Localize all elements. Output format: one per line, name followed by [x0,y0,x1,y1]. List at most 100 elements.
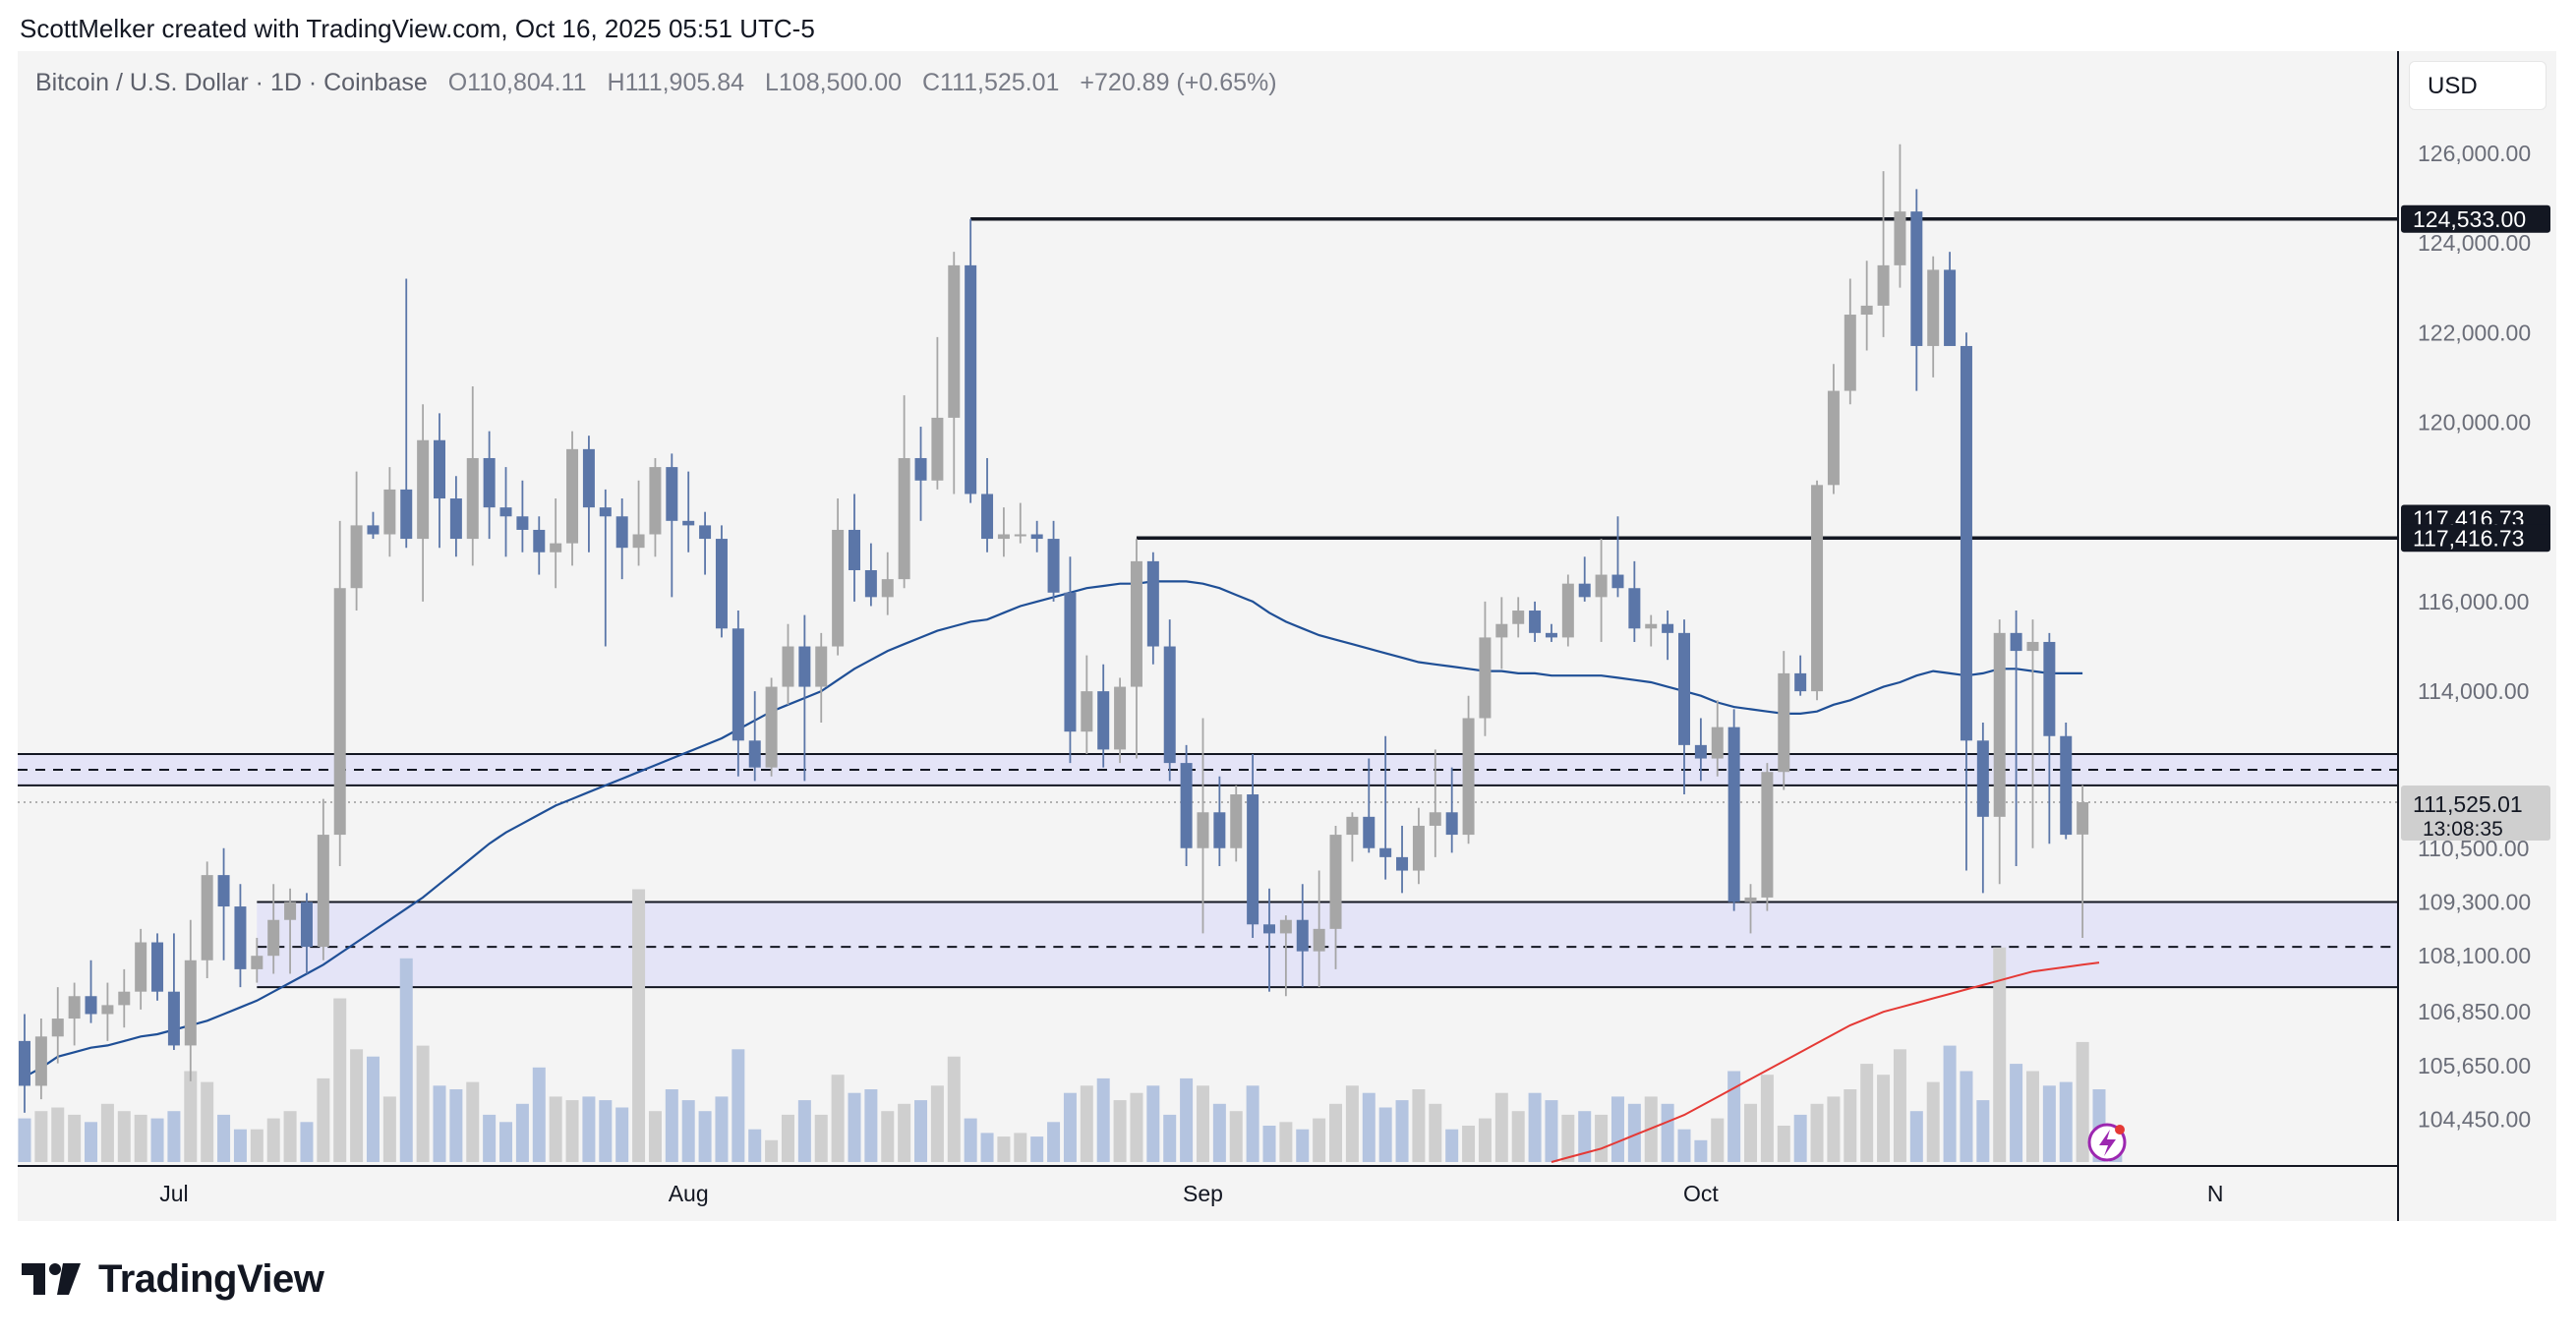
price-axis-layer: 126,000.00 124,000.00 122,000.00 120,000.00… [18,51,2550,1221]
open-value: 110,804.11 [467,69,587,96]
volume-bar [1976,1100,1990,1162]
candle-body [649,467,662,535]
candle-body [434,439,445,499]
candle-body [184,960,197,1046]
candle-body [599,507,612,517]
candle-body [997,534,1010,540]
volume-bar [1909,1111,1923,1162]
y-tick-label: 105,650.00 [2418,1053,2531,1078]
volume-bar [1096,1077,1110,1162]
open-label: O [447,69,468,96]
volume-bar [300,1122,314,1162]
volume-bar [1810,1103,1824,1162]
volume-bar [1313,1118,1326,1162]
candle-body [1744,897,1757,902]
volume-bar [1960,1071,1973,1162]
x-tick-label: Jul [159,1181,188,1206]
tradingview-brand[interactable]: TradingView [20,1254,324,1304]
candle-body [732,628,744,741]
candle-body [1064,592,1077,732]
volume-bar [68,1114,82,1162]
candle-body [1329,835,1342,929]
volume-bar [1478,1118,1492,1162]
volume-bar [781,1114,794,1162]
candle-body [1711,727,1724,759]
candle-body [516,516,529,530]
candle-body [101,1005,114,1015]
candle-body [483,457,496,508]
y-tick-label: 122,000.00 [2418,320,2531,345]
volume-bar [433,1085,446,1162]
candle-body [1047,539,1060,593]
candle-body [1495,623,1508,638]
volume-bar [1180,1077,1194,1162]
candle-body [1363,816,1376,848]
volume-bar [1196,1085,1209,1162]
volume-bar [2010,1064,2023,1162]
candle-body [798,646,811,687]
y-tick-label: 104,450.00 [2418,1107,2531,1133]
volume-bar [317,1077,330,1162]
levels-layer [18,217,2398,803]
volume-bar [997,1136,1011,1162]
candle-body [300,902,313,948]
candle-body [1578,583,1591,598]
candle-body [1412,825,1425,871]
volume-bar [1661,1103,1674,1162]
volume-bar [898,1103,911,1162]
candle-body [1213,812,1226,848]
candles-layer [19,144,2089,1113]
volume-bar [416,1045,430,1162]
price-chart[interactable]: 126,000.00 124,000.00 122,000.00 120,000.00… [18,51,2556,1221]
candle-body [135,942,147,992]
volume-bar [399,958,413,1162]
currency-button[interactable]: USD [2409,61,2547,110]
candle-body [682,520,695,526]
candle-body [832,529,845,647]
candle-body [19,1040,30,1086]
volume-bar [117,1111,131,1162]
ai-assistant-icon[interactable] [2087,1123,2127,1162]
volume-bar [283,1111,297,1162]
candle-body [1993,632,2006,817]
candle-body [898,457,910,580]
candle-body [1197,812,1209,848]
volume-bar [698,1111,712,1162]
volume-bar [1113,1100,1127,1162]
candle-body [1114,686,1127,750]
candle-body [948,264,961,418]
volume-bar [599,1100,613,1162]
volume-bar [1329,1103,1343,1162]
volume-bar [1711,1118,1725,1162]
symbol-name[interactable]: Bitcoin / U.S. Dollar · 1D · Coinbase [35,69,428,96]
volume-bar [1445,1129,1459,1162]
price-level-tag [2401,204,2550,233]
candle-body [1097,691,1110,750]
candle-body [1529,611,1542,633]
candle-body [1146,560,1159,647]
candle-body [1694,744,1707,759]
candle-body [1827,390,1840,486]
candle-body [550,543,562,553]
volume-bar [250,1129,263,1162]
candle-body [1894,211,1906,265]
volume-bar [565,1100,579,1162]
candle-body [981,494,994,540]
candle-body [566,448,579,544]
candle-body [1296,919,1309,952]
last-price-label: 111,525.01 [2413,791,2523,817]
candle-body [748,740,761,768]
chart-area[interactable]: 126,000.00 124,000.00 122,000.00 120,000.00… [18,51,2556,1221]
volume-bar [814,1114,828,1162]
candle-body [1645,623,1658,629]
volume-bar [34,1111,48,1162]
volume-bar [1860,1064,1874,1162]
close-label: C [921,69,941,96]
candle-body [350,525,363,589]
volume-bar [1827,1096,1841,1162]
candle-body [1877,264,1890,306]
chart-credit-text: ScottMelker created with TradingView.com… [20,14,815,43]
candle-body [1479,637,1492,719]
volume-bar [930,1085,944,1162]
candle-body [1081,691,1093,732]
